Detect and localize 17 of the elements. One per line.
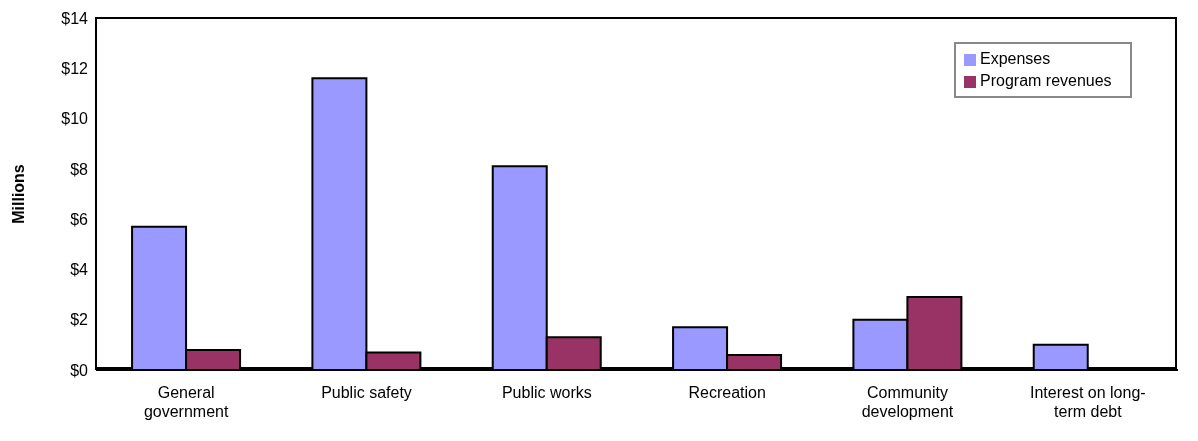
y-tick-label: $10 bbox=[61, 110, 89, 128]
y-tick-label: $2 bbox=[70, 311, 89, 329]
x-tick-label: General government bbox=[143, 384, 229, 420]
x-tick-label: Recreation bbox=[688, 384, 766, 401]
y-tick-label: $14 bbox=[61, 9, 89, 27]
legend-label: Program revenues bbox=[980, 72, 1112, 89]
y-tick-label: $6 bbox=[70, 210, 89, 228]
x-tick-label: Public safety bbox=[321, 384, 412, 401]
legend-label: Expenses bbox=[980, 50, 1051, 67]
x-tick-label: Public works bbox=[501, 384, 592, 401]
y-tick-label: $12 bbox=[61, 59, 89, 77]
y-tick-label: $8 bbox=[70, 160, 89, 178]
y-axis-title: Millions bbox=[10, 164, 27, 224]
x-tick-label: Community development bbox=[861, 384, 954, 420]
y-tick-label: $0 bbox=[70, 361, 89, 379]
y-tick-label: $4 bbox=[70, 261, 89, 279]
x-tick-label: Interest on long-term debt bbox=[1030, 384, 1146, 420]
